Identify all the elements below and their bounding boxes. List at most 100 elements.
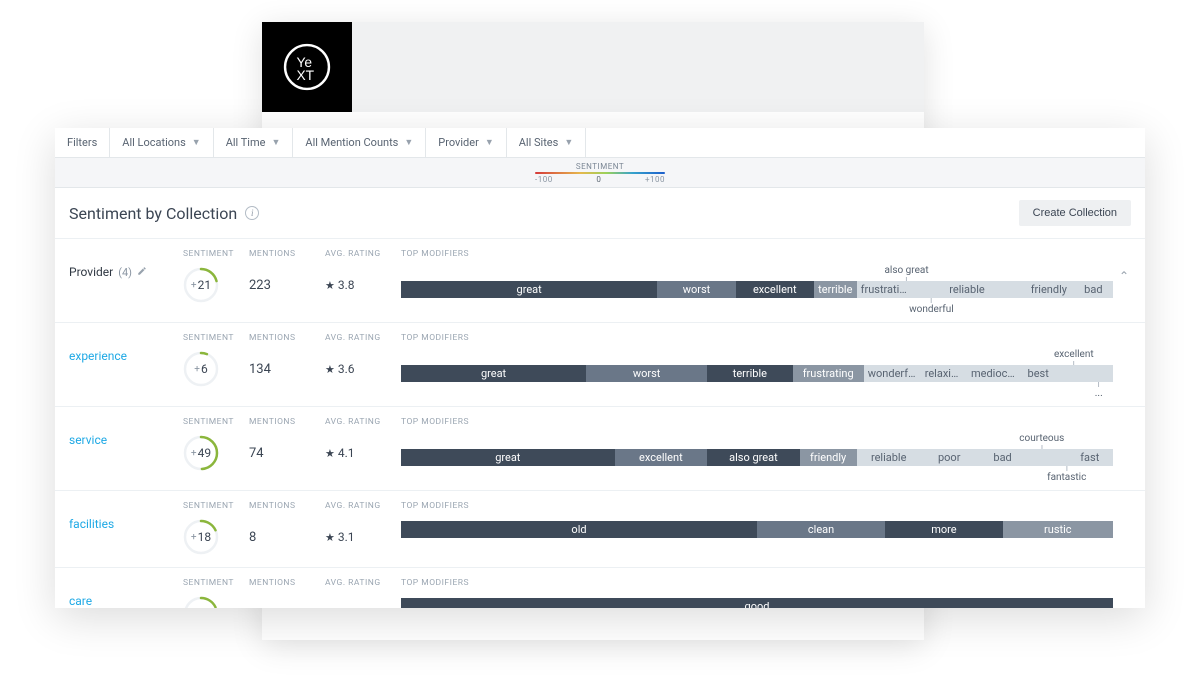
filter-all-time[interactable]: All Time▼ [214,128,294,157]
col-header-sentiment: SENTIMENT [183,249,245,259]
edit-icon[interactable] [137,265,147,279]
collection-rows: Provider(4) SENTIMENT +21 MENTIONS 223 AVG. R… [55,238,1145,608]
filter-all-mention-counts[interactable]: All Mention Counts▼ [293,128,426,157]
collection-row: facilitiesSENTIMENT+18MENTIONS8AVG. RATI… [55,490,1145,567]
modifier-bar: good [401,598,1113,608]
modifier-segment: great [401,449,615,466]
col-header-modifiers: TOP MODIFIERS [401,578,1113,588]
chevron-down-icon: ▼ [485,137,494,148]
star-icon: ★ [325,531,335,544]
modifier-bar: greatworstexcellentterriblefrustratingre… [401,281,1113,298]
sentiment-ring: +21 [183,267,219,303]
modifier-segment: old [401,521,757,538]
legend-min: -100 [535,175,553,184]
collection-name[interactable]: care [69,578,179,608]
modifier-segment: great [401,281,657,298]
modifier-segment: worst [657,281,735,298]
modifier-segment: terrible [814,281,857,298]
col-header-modifiers: TOP MODIFIERS [401,501,1113,511]
collection-row: Provider(4)SENTIMENT+21MENTIONS223AVG. R… [55,238,1145,322]
chevron-down-icon: ▼ [271,137,280,148]
rating-value: ★4.3 [325,607,397,608]
modifier-segment [992,281,1024,298]
modifier-segment: reliable [857,449,921,466]
section-header: Sentiment by Collection i Create Collect… [55,188,1145,238]
collection-row: experienceSENTIMENT+6MENTIONS134AVG. RAT… [55,322,1145,406]
filter-all-sites[interactable]: All Sites▼ [507,128,587,157]
modifier-segment: also great [707,449,800,466]
rating-value: ★3.1 [325,530,397,544]
col-header-sentiment: SENTIMENT [183,333,245,343]
col-header-mentions: MENTIONS [249,417,321,427]
sentiment-legend-title: SENTIMENT [576,162,624,171]
modifier-segment: more [885,521,1002,538]
brand-logo: Ye XT [262,22,352,112]
col-header-mentions: MENTIONS [249,578,321,588]
modifier-segment: frustrating [857,281,914,298]
expand-toggle[interactable]: ⌃ [1117,249,1131,283]
filter-provider[interactable]: Provider▼ [426,128,506,157]
col-header-rating: AVG. RATING [325,501,397,511]
top-modifiers: TOP MODIFIERS good [401,578,1113,608]
collection-row: careSENTIMENT+18MENTIONS7AVG. RATING★4.3… [55,567,1145,608]
col-header-sentiment: SENTIMENT [183,578,245,588]
modifier-segment: excellent [736,281,814,298]
collection-name[interactable]: service [69,417,179,447]
filter-filters: Filters [55,128,110,157]
star-icon: ★ [325,447,335,460]
modifier-annotation: excellent [1054,349,1094,366]
modifier-segment [914,281,942,298]
mentions-value: 134 [249,362,321,377]
chevron-down-icon: ▼ [404,137,413,148]
svg-text:XT: XT [296,67,314,83]
sentiment-legend: SENTIMENT -100 0 +100 [55,158,1145,188]
col-header-rating: AVG. RATING [325,578,397,588]
modifier-segment [1028,449,1067,466]
create-collection-button[interactable]: Create Collection [1019,200,1131,226]
modifier-segment: poor [921,449,978,466]
collection-row: serviceSENTIMENT+49MENTIONS74AVG. RATING… [55,406,1145,490]
modifier-bar: oldcleanmorerustic [401,521,1113,538]
modifier-segment: frustrating [793,365,864,382]
sentiment-ring: +6 [183,351,219,387]
mentions-value: 223 [249,278,321,293]
modifier-bar: greatexcellentalso greatfriendlyreliable… [401,449,1113,466]
modifier-annotation: ... [1095,382,1103,399]
modifier-segment: relaxing [921,365,967,382]
modifier-segment: rustic [1003,521,1113,538]
modifier-segment: fast [1067,449,1113,466]
col-header-mentions: MENTIONS [249,333,321,343]
top-modifiers: TOP MODIFIERSalso greatgreatworstexcelle… [401,249,1113,310]
sentiment-panel: FiltersAll Locations▼All Time▼All Mentio… [55,128,1145,608]
modifier-segment: clean [757,521,885,538]
star-icon: ★ [325,363,335,376]
filter-bar: FiltersAll Locations▼All Time▼All Mentio… [55,128,1145,158]
legend-mid: 0 [596,175,601,184]
modifier-segment: best [1020,365,1056,382]
legend-max: +100 [645,175,665,184]
mentions-value: 74 [249,446,321,461]
sentiment-spectrum [535,172,665,174]
modifier-annotation: wonderful [909,298,954,315]
modifier-segment: bad [978,449,1028,466]
rating-value: ★4.1 [325,446,397,460]
top-modifiers: TOP MODIFIERScourteousgreatexcellentalso… [401,417,1113,478]
modifier-segment: great [401,365,586,382]
collection-name: Provider(4) [69,249,179,279]
modifier-segment: excellent [615,449,708,466]
collection-name[interactable]: experience [69,333,179,363]
filter-all-locations[interactable]: All Locations▼ [110,128,213,157]
sentiment-ring: +18 [183,519,219,555]
modifier-segment: friendly [800,449,857,466]
mentions-value: 8 [249,530,321,545]
section-title: Sentiment by Collection i [69,204,259,223]
rating-value: ★3.6 [325,362,397,376]
sentiment-ring: +18 [183,596,219,608]
modifier-segment: friendly [1024,281,1074,298]
modifier-annotation: fantastic [1047,466,1086,483]
star-icon: ★ [325,279,335,292]
modifier-segment: terrible [707,365,792,382]
info-icon[interactable]: i [245,206,259,220]
collection-name[interactable]: facilities [69,501,179,531]
col-header-modifiers: TOP MODIFIERS [401,249,1113,259]
